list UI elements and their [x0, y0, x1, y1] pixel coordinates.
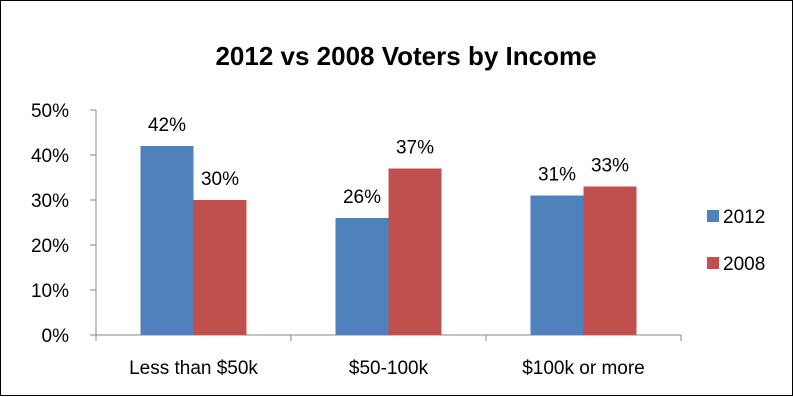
data-label-2008: 30%: [201, 169, 239, 190]
bar-2012: [140, 146, 194, 335]
legend-swatch-2008: [707, 257, 719, 269]
x-category-label: $50-100k: [349, 358, 429, 379]
bar-2008: [388, 168, 442, 335]
x-category-label: $100k or more: [522, 358, 645, 379]
y-tick-label: 50%: [31, 101, 69, 122]
y-tick-label: 20%: [31, 236, 69, 257]
data-label-2008: 33%: [591, 156, 629, 177]
plot-area: 0% 10% 20% 30% 40% 50% 42% 30% Less than $50k 26%…: [31, 101, 682, 379]
legend-label-2012: 2012: [723, 207, 765, 228]
data-label-2012: 31%: [538, 165, 576, 186]
y-tick-label: 10%: [31, 281, 69, 302]
bar-2012: [335, 218, 389, 335]
y-tick-label: 0%: [42, 326, 70, 347]
bar-2008: [583, 186, 637, 335]
chart-title: 2012 vs 2008 Voters by Income: [215, 41, 596, 71]
legend-label-2008: 2008: [723, 254, 765, 275]
x-category-label: Less than $50k: [129, 358, 258, 379]
bar-2012: [530, 195, 584, 335]
legend: 2012 2008: [707, 207, 765, 275]
y-tick-label: 40%: [31, 146, 69, 167]
data-label-2012: 26%: [343, 187, 381, 208]
bar-2008: [193, 200, 247, 335]
legend-swatch-2012: [707, 210, 719, 222]
y-tick-label: 30%: [31, 191, 69, 212]
data-label-2012: 42%: [148, 115, 186, 136]
data-label-2008: 37%: [396, 138, 434, 159]
